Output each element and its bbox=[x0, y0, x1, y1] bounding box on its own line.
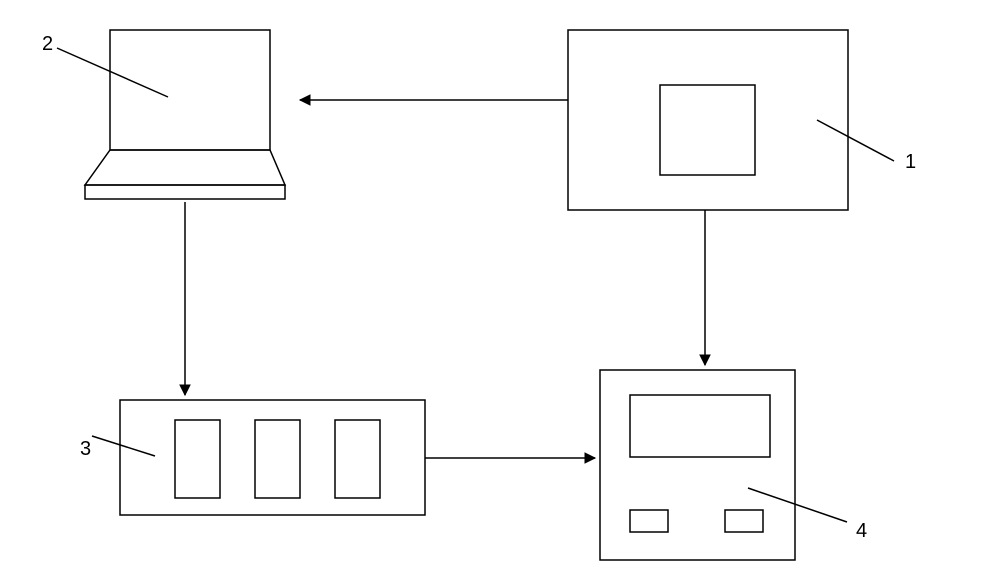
label-3: 3 bbox=[80, 438, 91, 460]
diagram-canvas: 1 2 3 4 bbox=[0, 0, 1000, 580]
label-2: 2 bbox=[42, 33, 53, 55]
label-1: 1 bbox=[905, 151, 916, 173]
label-4: 4 bbox=[856, 520, 867, 542]
background bbox=[0, 0, 1000, 580]
